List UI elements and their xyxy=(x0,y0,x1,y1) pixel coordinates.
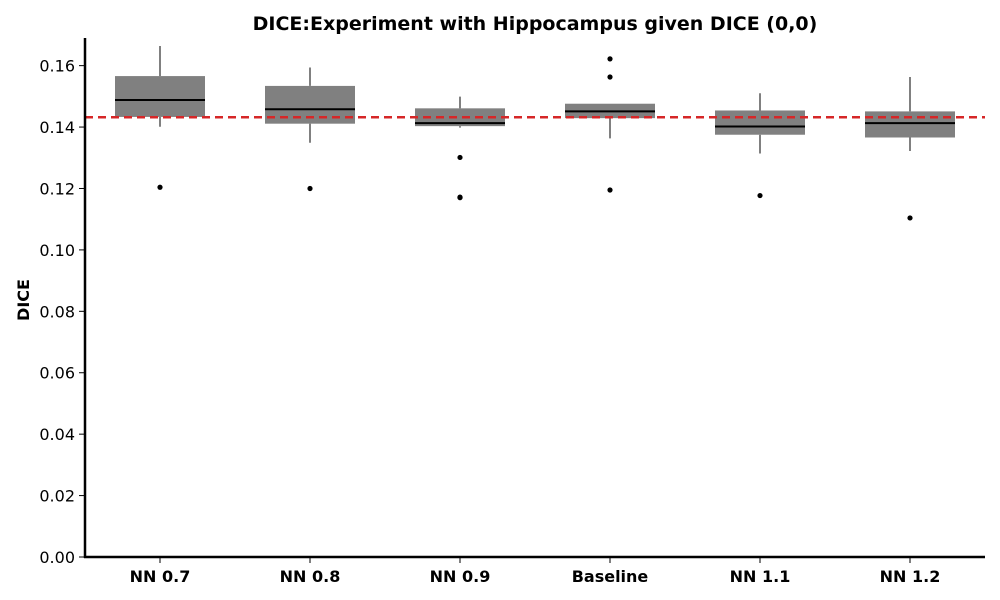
box-group-0 xyxy=(115,45,205,190)
outlier-point xyxy=(457,154,463,161)
x-tick-label: NN 0.7 xyxy=(130,567,191,586)
plot-area: 0.00 0.02 0.04 0.06 0.08 0.10 0.12 0.14 0.16 NN 0… xyxy=(39,38,985,586)
x-tick-label: NN 0.8 xyxy=(280,567,341,586)
chart-title: DICE:Experiment with Hippocampus given D… xyxy=(253,13,818,35)
box-group-2 xyxy=(415,96,505,201)
x-tick-label: NN 1.2 xyxy=(880,567,941,586)
outlier-point xyxy=(307,185,313,192)
y-tick-label: 0.08 xyxy=(39,302,75,321)
outlier-point xyxy=(757,192,763,199)
iqr-box xyxy=(115,76,205,117)
x-tick-label: NN 1.1 xyxy=(730,567,791,586)
box-group-1 xyxy=(265,67,355,192)
y-tick-label: 0.16 xyxy=(39,57,75,76)
outlier-point xyxy=(157,184,163,190)
y-tick-label: 0.02 xyxy=(39,487,75,506)
outlier-point xyxy=(607,56,613,62)
iqr-box xyxy=(415,108,505,127)
x-tick-label: Baseline xyxy=(572,567,649,586)
iqr-box xyxy=(865,111,955,138)
outlier-point xyxy=(607,74,613,80)
y-tick-label: 0.10 xyxy=(39,241,75,260)
box-group-5 xyxy=(865,77,955,221)
y-tick-label: 0.06 xyxy=(39,364,75,383)
y-axis-label: DICE xyxy=(14,279,33,321)
box-group-3 xyxy=(565,56,655,193)
y-tick-label: 0.04 xyxy=(39,425,75,444)
box-group-4 xyxy=(715,93,805,199)
y-tick-label: 0.00 xyxy=(39,548,75,567)
iqr-box xyxy=(715,110,805,135)
outlier-point xyxy=(457,195,463,201)
outlier-point xyxy=(607,187,613,193)
outlier-point xyxy=(907,215,913,221)
x-tick-label: NN 0.9 xyxy=(430,567,491,586)
y-tick-label: 0.12 xyxy=(39,179,75,198)
y-tick-label: 0.14 xyxy=(39,118,75,137)
